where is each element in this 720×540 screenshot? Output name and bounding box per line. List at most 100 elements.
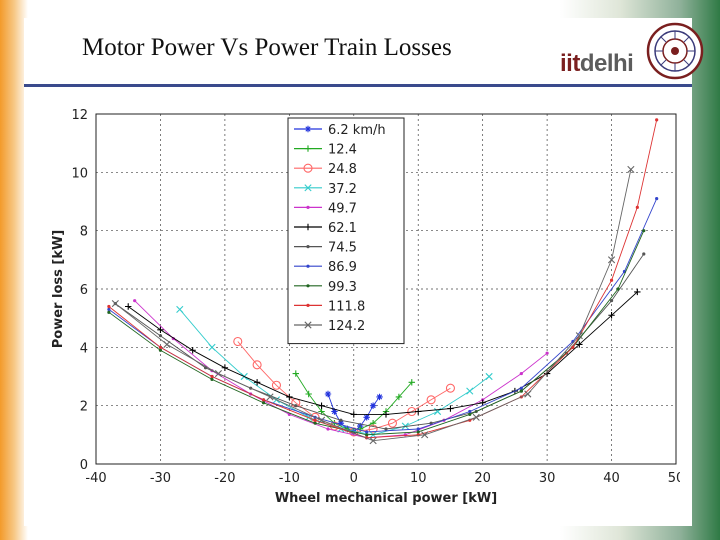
logo-prefix: iit [560, 50, 580, 77]
data-point [609, 278, 614, 282]
data-point [304, 125, 312, 133]
x-tick-label: -30 [150, 471, 171, 486]
data-point [468, 412, 472, 417]
data-point [363, 414, 370, 421]
legend-label: 12.4 [328, 143, 357, 158]
data-point [306, 264, 310, 268]
y-tick-label: 10 [71, 166, 88, 181]
logo-suffix: delhi [579, 50, 634, 77]
legend-label: 49.7 [328, 201, 357, 216]
legend-label: 124.2 [328, 319, 365, 334]
legend-label: 6.2 km/h [328, 123, 386, 138]
data-point [133, 299, 137, 303]
data-point [107, 310, 111, 314]
data-point [303, 163, 313, 173]
data-point [158, 348, 163, 352]
data-point [214, 369, 223, 378]
data-point [376, 393, 383, 401]
data-point [326, 427, 330, 431]
data-point [208, 343, 216, 351]
data-point [445, 383, 455, 393]
data-point [479, 399, 486, 406]
legend-label: 37.2 [328, 182, 357, 197]
legend-entry: 74.5 [294, 241, 357, 256]
data-point [107, 307, 111, 312]
x-tick-label: -20 [214, 471, 235, 486]
data-point [261, 398, 266, 402]
y-axis-label: Power loss [kW] [51, 230, 66, 348]
iit-seal-icon [646, 22, 704, 80]
data-point [304, 145, 312, 152]
data-point [350, 411, 357, 418]
data-point [634, 288, 641, 296]
data-point [261, 401, 266, 405]
legend-entry: 37.2 [294, 182, 357, 197]
data-point [447, 405, 454, 412]
series-line [115, 169, 632, 442]
legend-entry: 111.8 [294, 299, 365, 314]
data-point [111, 299, 119, 308]
legend-label: 74.5 [328, 241, 357, 256]
data-point [545, 351, 549, 355]
chart-legend: 6.2 km/h 12.4 24.8 37.2 49.7 62.1 74.5 86.9 99.3… [287, 117, 405, 345]
data-point [655, 196, 659, 201]
title-rule [24, 84, 692, 87]
data-point [286, 393, 293, 401]
data-point [176, 305, 184, 314]
data-point [607, 256, 616, 264]
data-point [576, 341, 583, 348]
data-point [384, 427, 388, 431]
x-tick-label: 20 [474, 471, 491, 486]
legend-label: 111.8 [328, 299, 365, 314]
legend-entry: 62.1 [294, 221, 357, 236]
legend-entry: 49.7 [294, 201, 357, 216]
data-point [468, 409, 472, 414]
data-point [304, 223, 312, 231]
data-point [519, 386, 523, 390]
series-5 [125, 288, 641, 418]
data-point [158, 345, 163, 349]
series-line [295, 373, 413, 430]
y-tick-label: 8 [80, 225, 88, 240]
data-point [387, 418, 397, 428]
data-point [368, 424, 378, 434]
data-point [313, 418, 317, 422]
data-point [317, 416, 326, 424]
data-point [252, 360, 262, 370]
data-point [253, 379, 261, 386]
data-point [416, 427, 420, 431]
plot-frame [95, 113, 677, 465]
data-point [365, 433, 369, 437]
x-tick-label: 50 [668, 471, 680, 486]
legend-label: 24.8 [328, 162, 357, 177]
x-tick-label: 30 [539, 471, 556, 486]
data-point [210, 377, 214, 382]
legend-entry: 12.4 [294, 143, 357, 158]
series-line [108, 230, 645, 436]
x-tick-label: -10 [279, 471, 300, 486]
data-point [608, 312, 615, 319]
data-point [233, 336, 243, 347]
y-tick-label: 6 [80, 283, 88, 298]
data-point [416, 430, 420, 434]
data-point [609, 299, 614, 303]
data-point [306, 303, 310, 307]
data-point [365, 430, 369, 434]
x-tick-label: 10 [410, 471, 427, 486]
data-point [519, 371, 523, 376]
data-point [472, 413, 480, 421]
x-tick-label: -40 [85, 471, 106, 486]
data-point [395, 393, 403, 401]
legend-entry: 24.8 [294, 162, 357, 177]
x-tick-label: 0 [350, 471, 358, 486]
legend-label: 99.3 [328, 280, 357, 295]
chart: -40 -30 -20 -10 0 10 20 30 40 50 0 2 4 6 8 10 12 Wheel m… [51, 108, 680, 506]
data-point [519, 389, 523, 393]
legend-label: 62.1 [328, 221, 357, 236]
data-point [382, 411, 390, 418]
data-point [125, 303, 132, 310]
data-point [524, 390, 532, 398]
legend-entry: 6.2 km/h [294, 123, 386, 138]
data-point [485, 372, 493, 381]
